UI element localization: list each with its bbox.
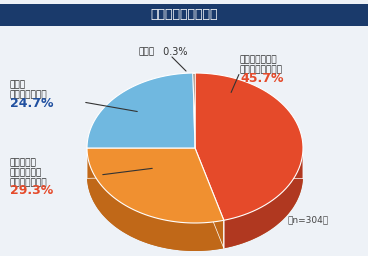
Polygon shape (87, 150, 224, 251)
Polygon shape (195, 148, 303, 179)
Text: 特定部署・
部門はないが
英語使用はある: 特定部署・ 部門はないが 英語使用はある (10, 158, 47, 188)
Text: 24.7%: 24.7% (10, 97, 53, 110)
FancyBboxPatch shape (0, 4, 368, 26)
Polygon shape (87, 73, 195, 148)
Text: 英語を使用する
部署・部門がある: 英語を使用する 部署・部門がある (240, 55, 283, 74)
Ellipse shape (87, 101, 303, 251)
Text: 0.3%: 0.3% (160, 47, 188, 57)
Polygon shape (195, 148, 224, 248)
Text: 英語は
一切使用しない: 英語は 一切使用しない (10, 80, 47, 99)
Text: 29.3%: 29.3% (10, 184, 53, 197)
Polygon shape (87, 148, 224, 223)
Polygon shape (193, 73, 195, 148)
Polygon shape (195, 148, 224, 248)
Text: 業務での英語の利用: 業務での英語の利用 (150, 8, 218, 22)
Text: 45.7%: 45.7% (240, 72, 283, 85)
Text: 無回答: 無回答 (139, 48, 155, 57)
Text: （n=304）: （n=304） (287, 216, 329, 225)
Polygon shape (224, 151, 303, 248)
Polygon shape (195, 73, 303, 220)
Polygon shape (87, 148, 195, 178)
